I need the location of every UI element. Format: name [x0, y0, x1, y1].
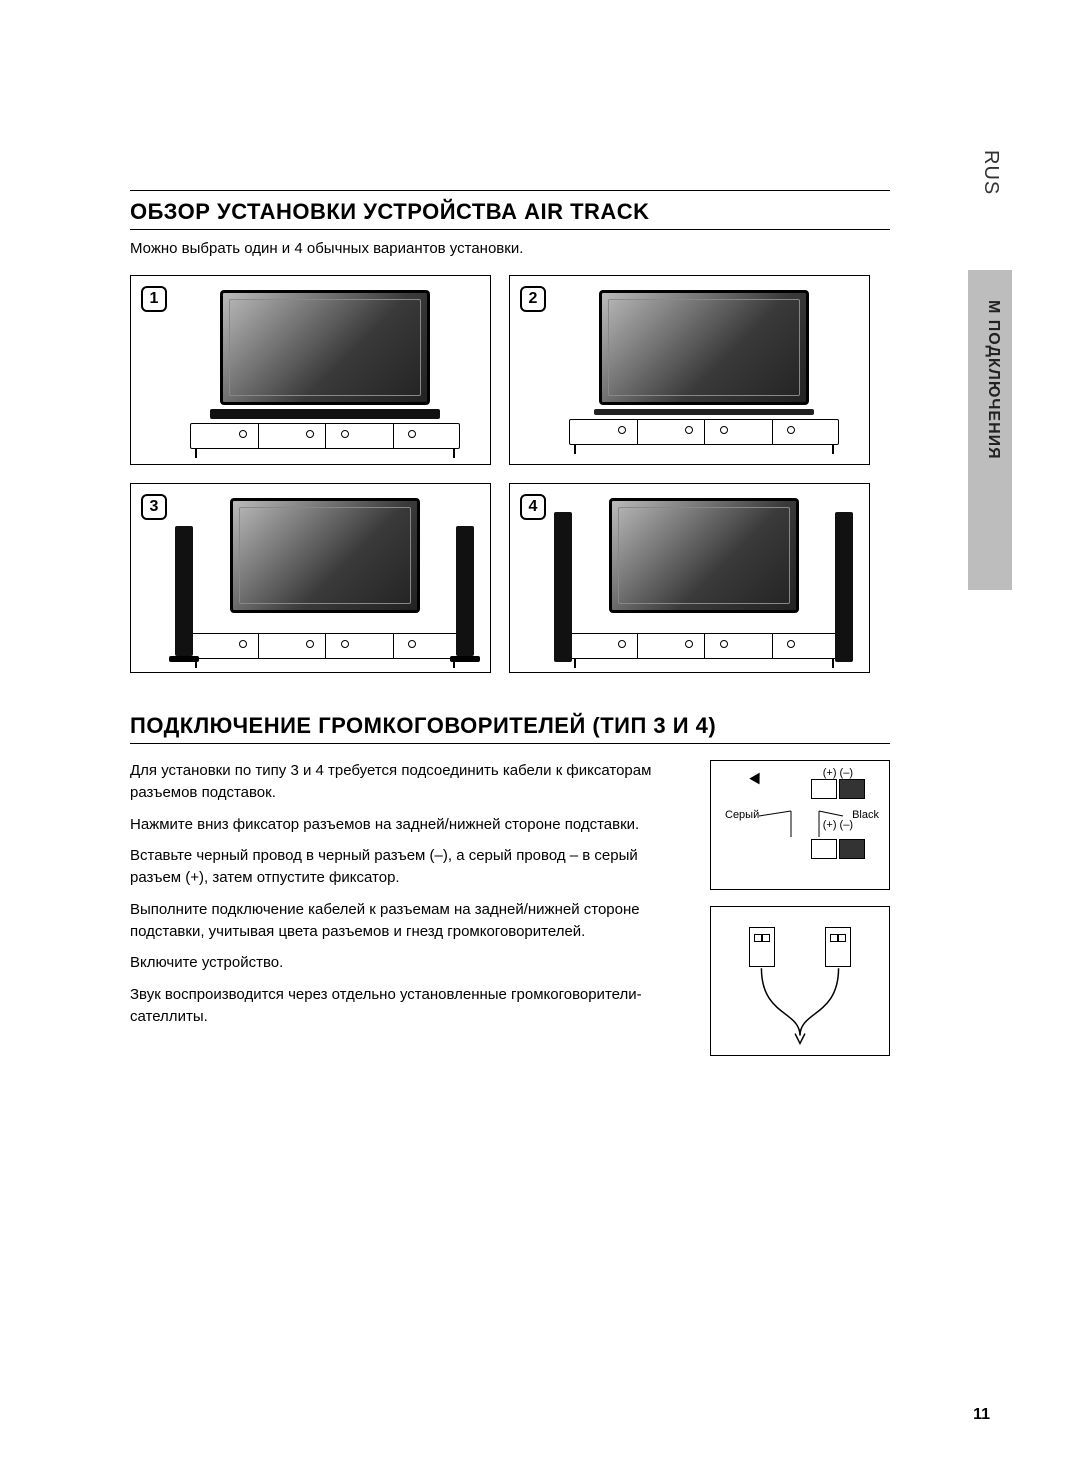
- tv-stand-icon: [190, 423, 460, 449]
- section1-title: ОБЗОР УСТАНОВКИ УСТРОЙСТВА AIR TRACK: [130, 199, 990, 225]
- tv-icon: [609, 498, 799, 613]
- terminal-figure: (+) (–) Серый Black (+) (–): [710, 760, 890, 890]
- section-tab: М ПОДКЛЮЧЕНИЯ: [984, 300, 1002, 460]
- tv-stand-icon: [569, 419, 839, 445]
- page-number: 11: [973, 1406, 990, 1424]
- tv-stand-icon: [190, 633, 460, 659]
- paragraph: Выполните подключение кабелей к разъемам…: [130, 899, 690, 943]
- soundbar-icon: [210, 409, 440, 419]
- speaker-tower-icon: [835, 512, 853, 662]
- paragraph: Нажмите вниз фиксатор разъемов на задней…: [130, 814, 690, 836]
- terminal-block-icon: [839, 839, 865, 859]
- manual-page: RUS М ПОДКЛЮЧЕНИЯ ОБЗОР УСТАНОВКИ УСТРОЙ…: [0, 0, 1080, 1474]
- paragraph: Звук воспроизводится через отдельно уста…: [130, 984, 690, 1028]
- terminal-block-icon: [839, 779, 865, 799]
- panel-illustration: [131, 276, 490, 464]
- section1-intro: Можно выбрать один и 4 обычных вариантов…: [130, 240, 990, 257]
- polarity-label: (+) (–): [823, 767, 853, 779]
- panel-illustration: [510, 484, 869, 672]
- language-tab: RUS: [979, 150, 1002, 195]
- black-label: Black: [852, 809, 879, 821]
- connection-text: Для установки по типу 3 и 4 требуется по…: [130, 760, 690, 1056]
- tv-icon: [599, 290, 809, 405]
- cable-icon: [711, 907, 889, 1055]
- speaker-tower-icon: [554, 512, 572, 662]
- section1-rule: [130, 229, 890, 230]
- install-panel-4: 4: [509, 483, 870, 673]
- install-panel-3: 3: [130, 483, 491, 673]
- grey-label: Серый: [725, 809, 759, 821]
- install-panel-2: 2: [509, 275, 870, 465]
- paragraph: Для установки по типу 3 и 4 требуется по…: [130, 760, 690, 804]
- connection-figures: (+) (–) Серый Black (+) (–): [710, 760, 890, 1056]
- terminal-block-icon: [811, 839, 837, 859]
- terminal-block-icon: [811, 779, 837, 799]
- polarity-label: (+) (–): [823, 819, 853, 831]
- section2-rule: [130, 743, 890, 744]
- tv-icon: [230, 498, 420, 613]
- panel-illustration: [131, 484, 490, 672]
- top-rule: [130, 190, 890, 191]
- tv-stand-icon: [569, 633, 839, 659]
- panel-illustration: [510, 276, 869, 464]
- speaker-tower-icon: [456, 526, 474, 656]
- paragraph: Вставьте черный провод в черный разъем (…: [130, 845, 690, 889]
- tv-icon: [220, 290, 430, 405]
- paragraph: Включите устройство.: [130, 952, 690, 974]
- install-panel-1: 1: [130, 275, 491, 465]
- speaker-tower-icon: [175, 526, 193, 656]
- section2-title: ПОДКЛЮЧЕНИЕ ГРОМКОГОВОРИТЕЛЕЙ (ТИП 3 И 4…: [130, 713, 990, 739]
- speaker-wiring-figure: [710, 906, 890, 1056]
- soundbar-icon: [594, 409, 814, 415]
- installation-grid: 1 2 3: [130, 275, 870, 673]
- connection-section: Для установки по типу 3 и 4 требуется по…: [130, 760, 890, 1056]
